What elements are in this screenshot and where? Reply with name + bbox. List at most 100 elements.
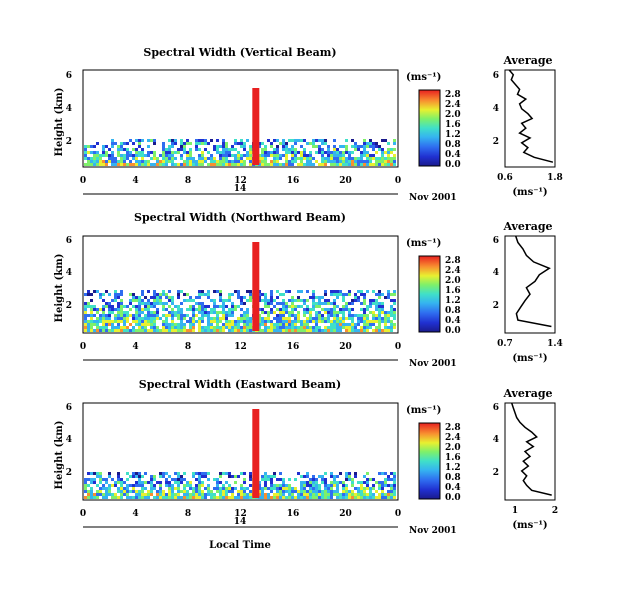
heatmap-cell [321, 157, 324, 160]
heatmap-cell [387, 484, 390, 487]
heatmap-cell [381, 484, 384, 487]
heatmap-cell [180, 311, 183, 314]
heatmap-cell [354, 496, 357, 499]
heatmap-cell [225, 148, 228, 151]
heatmap-cell [294, 490, 297, 493]
heatmap-cell [198, 290, 201, 293]
heatmap-cell [360, 329, 363, 332]
heatmap-cell [360, 163, 363, 166]
heatmap-cell [309, 490, 312, 493]
heatmap-cell [249, 157, 252, 160]
heatmap-cell [165, 481, 168, 484]
heatmap-cell [189, 308, 192, 311]
heatmap-cell [324, 487, 327, 490]
heatmap-cell [279, 308, 282, 311]
heatmap-cell [126, 148, 129, 151]
heatmap-cell [246, 326, 249, 329]
heatmap-cell [180, 163, 183, 166]
heatmap-cell [186, 320, 189, 323]
heatmap-cell [111, 329, 114, 332]
heatmap-cell [147, 302, 150, 305]
y-ticks: 2 4 6 [66, 236, 72, 311]
heatmap-cell [249, 299, 252, 302]
heatmap-cell [336, 329, 339, 332]
heatmap-cell [336, 323, 339, 326]
heatmap-cell [156, 157, 159, 160]
heatmap-cell [240, 308, 243, 311]
heatmap-cell [216, 478, 219, 481]
colorbar [418, 89, 441, 167]
heatmap-cell [171, 299, 174, 302]
heatmap-cell [132, 293, 135, 296]
heatmap-cell [219, 490, 222, 493]
heatmap-cell [213, 329, 216, 332]
heatmap-cell [333, 484, 336, 487]
heatmap-cell [246, 317, 249, 320]
heatmap-cell [306, 320, 309, 323]
heatmap-cell [306, 308, 309, 311]
heatmap-cell [117, 148, 120, 151]
heatmap-cell [363, 487, 366, 490]
heatmap-cell [228, 490, 231, 493]
heatmap-cell [303, 148, 306, 151]
heatmap-cell [108, 305, 111, 308]
heatmap-cell [222, 484, 225, 487]
heatmap-cell [123, 493, 126, 496]
heatmap-cell [330, 487, 333, 490]
heatmap-cell [315, 311, 318, 314]
heatmap-cell [84, 163, 87, 166]
heatmap-cell [96, 317, 99, 320]
heatmap-cell [153, 293, 156, 296]
heatmap-cell [264, 145, 267, 148]
heatmap-cell [369, 320, 372, 323]
heatmap-cell [105, 478, 108, 481]
heatmap-cell [309, 481, 312, 484]
heatmap-cell [351, 145, 354, 148]
heatmap-cell [162, 320, 165, 323]
heatmap-cell [270, 496, 273, 499]
heatmap-cell [150, 296, 153, 299]
heatmap-cell [327, 302, 330, 305]
heatmap-cell [330, 290, 333, 293]
heatmap-cell [330, 151, 333, 154]
heatmap-cell [393, 154, 396, 157]
heatmap-cell [138, 163, 141, 166]
heatmap-cell [198, 157, 201, 160]
heatmap-cell [300, 323, 303, 326]
heatmap-cell [375, 293, 378, 296]
heatmap-cell [291, 163, 294, 166]
heatmap-cell [135, 160, 138, 163]
heatmap-cell [231, 302, 234, 305]
heatmap-cell [120, 154, 123, 157]
heatmap-cell [102, 329, 105, 332]
heatmap-cell [216, 160, 219, 163]
heatmap-cell [105, 302, 108, 305]
heatmap-cell [276, 326, 279, 329]
heatmap-cell [303, 484, 306, 487]
heatmap-cell [240, 490, 243, 493]
heatmap-cell [216, 326, 219, 329]
heatmap-cell [201, 481, 204, 484]
heatmap-cell [117, 472, 120, 475]
heatmap-cell [336, 154, 339, 157]
heatmap-cell [291, 493, 294, 496]
heatmap-cell [276, 163, 279, 166]
heatmap-cell [189, 329, 192, 332]
colorbar [418, 255, 441, 333]
heatmap-cell [219, 293, 222, 296]
heatmap-cell [282, 329, 285, 332]
heatmap-cell [330, 293, 333, 296]
heatmap-cell [207, 493, 210, 496]
heatmap-cell [312, 481, 315, 484]
heatmap-cell [387, 154, 390, 157]
heatmap-cell [309, 320, 312, 323]
heatmap-cell [195, 302, 198, 305]
heatmap-cell [114, 317, 117, 320]
heatmap-cell [168, 481, 171, 484]
heatmap-cell [138, 326, 141, 329]
heatmap-cell [270, 326, 273, 329]
heatmap-cell [183, 299, 186, 302]
heatmap-cell [318, 296, 321, 299]
heatmap-cell [327, 484, 330, 487]
heatmap-cell [171, 163, 174, 166]
